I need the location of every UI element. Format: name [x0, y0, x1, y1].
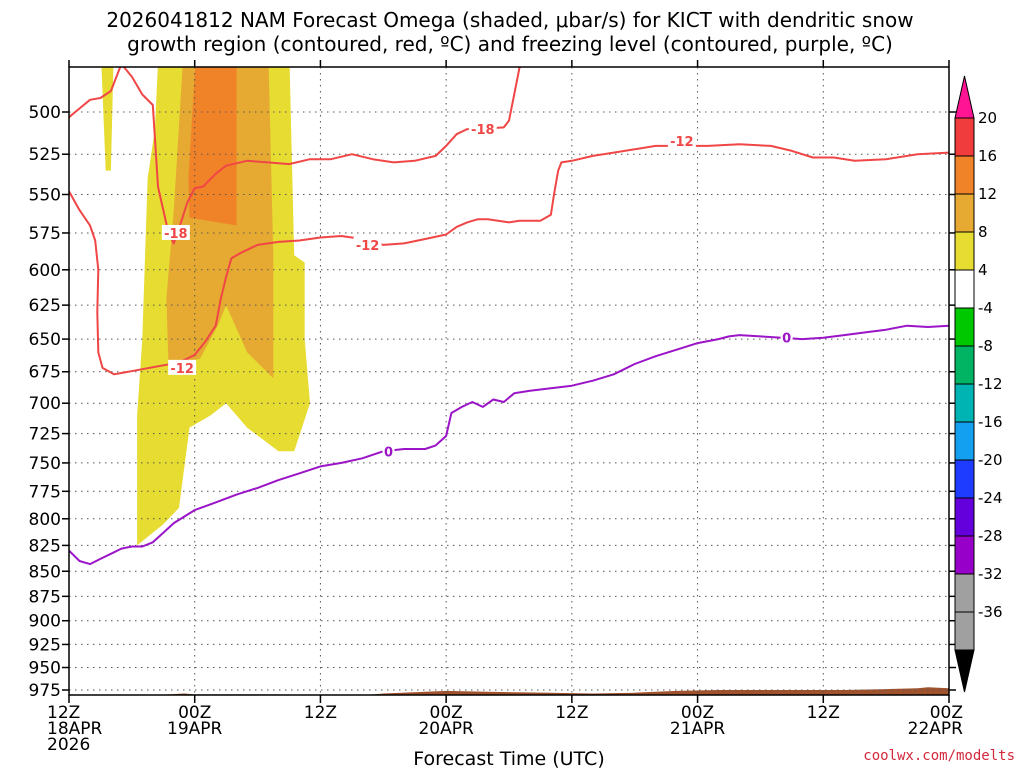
y-tick-label: 725: [29, 425, 61, 445]
x-tick-label: 00Z: [178, 703, 211, 723]
y-tick-label: 500: [29, 103, 61, 123]
colorbar-band: [954, 383, 975, 423]
omega-shading: [101, 67, 310, 546]
omega-region-0: [101, 67, 114, 171]
y-tick-label: 900: [29, 612, 61, 632]
contour-label-bg: [353, 236, 382, 252]
contour-label-bg: [780, 329, 793, 345]
colorbar-band: [954, 421, 975, 461]
contour-label: 0: [384, 445, 393, 460]
colorbar-label: -4: [978, 299, 993, 317]
x-tick-label: 12Z: [807, 703, 840, 723]
contour-label: -18: [471, 123, 495, 138]
ground-band: [69, 687, 949, 695]
colorbar-band: [954, 497, 975, 537]
colorbar-band: [954, 231, 975, 271]
x-axis-label: Forecast Time (UTC): [413, 748, 604, 768]
colorbar-label: 12: [978, 185, 997, 203]
x-tick-label: 19APR: [167, 719, 223, 739]
contour-label: -18: [164, 227, 188, 242]
colorbar-label: -16: [978, 413, 1003, 431]
colorbar-band: [954, 155, 975, 195]
contour-label: 0: [782, 332, 791, 347]
contour-label: -12: [670, 135, 694, 150]
colorbar-band: [954, 193, 975, 233]
y-tick-label: 975: [29, 681, 61, 701]
colorbar-label: -28: [978, 527, 1003, 545]
x-tick-label: 00Z: [930, 703, 963, 723]
colorbar-label: 8: [978, 223, 988, 241]
contour-line-2: [69, 324, 949, 566]
ground-layer: [69, 687, 949, 695]
colorbar-band: [954, 573, 975, 613]
y-tick-label: 925: [29, 635, 61, 655]
y-tick-label: 650: [29, 330, 61, 350]
colorbar-band: [954, 117, 975, 157]
colorbar-band: [954, 269, 975, 309]
contour-line-0: [69, 67, 522, 245]
x-tick-label: 12Z: [304, 703, 337, 723]
colorbar-band: [954, 345, 975, 385]
contour-label-bg: [382, 443, 395, 459]
y-tick-label: 700: [29, 394, 61, 414]
credit-text: coolwx.com/modelts: [863, 748, 1015, 764]
x-tick-label: 12Z: [555, 703, 588, 723]
y-tick-label: 550: [29, 185, 61, 205]
chart-title-line1: 2026041812 NAM Forecast Omega (shaded, μ…: [106, 8, 913, 32]
x-tick-label: 18APR: [47, 719, 103, 739]
colorbar-label: 4: [978, 261, 988, 279]
contour-label-bg: [161, 224, 190, 240]
y-tick-label: 950: [29, 659, 61, 679]
x-tick-label: 21APR: [670, 719, 726, 739]
colorbar-band: [954, 535, 975, 575]
y-tick-label: 575: [29, 224, 61, 244]
colorbar-band: [954, 459, 975, 499]
colorbar-label: -36: [978, 603, 1003, 621]
contour-label-bg: [168, 359, 197, 375]
chart-title-line2: growth region (contoured, red, ºC) and f…: [127, 32, 893, 56]
colorbar-label: -32: [978, 565, 1003, 583]
plot-frame: [68, 66, 950, 696]
x-tick-label: 20APR: [418, 719, 474, 739]
colorbar-band: [954, 307, 975, 347]
y-tick-label: 600: [29, 261, 61, 281]
y-tick-label: 625: [29, 296, 61, 316]
contour-label: -12: [170, 362, 194, 377]
contour-labels: -18 -18 -12 -12 -12 0 0: [161, 121, 793, 460]
colorbar-label: -12: [978, 375, 1003, 393]
colorbar-top-arrow: [954, 75, 975, 119]
y-tick-label: 825: [29, 536, 61, 556]
contour-label: -12: [356, 239, 380, 254]
y-tick-label: 750: [29, 454, 61, 474]
colorbar: 20 16 12 8 4 -4 -8 -12 -16 -20 -24 -28 -32 -36: [954, 75, 1003, 693]
contour-label-bg: [667, 132, 696, 148]
colorbar-label: 16: [978, 147, 997, 165]
y-tick-label: 875: [29, 587, 61, 607]
y-tick-label: 775: [29, 482, 61, 502]
x-tick-label: 12Z: [47, 703, 80, 723]
y-axis: 500 525 550 575 600 625 650 675 700 725 750 775 800 8…: [29, 103, 956, 701]
x-tick-label: 00Z: [681, 703, 714, 723]
y-tick-label: 525: [29, 145, 61, 165]
contour-line-1: [69, 143, 949, 376]
omega-region-3: [188, 67, 237, 226]
x-tick-label: 22APR: [908, 719, 964, 739]
contour-label-bg: [468, 121, 497, 137]
contour-lines: [69, 67, 949, 566]
colorbar-label: -20: [978, 451, 1003, 469]
colorbar-band: [954, 611, 975, 651]
y-tick-label: 675: [29, 363, 61, 383]
grid-lines: [69, 67, 949, 695]
plot-area: -18 -18 -12 -12 -12 0 0: [68, 66, 950, 696]
colorbar-label: -24: [978, 489, 1003, 507]
colorbar-label: 20: [978, 109, 997, 127]
x-tick-label: 2026: [47, 735, 90, 755]
y-tick-label: 850: [29, 562, 61, 582]
colorbar-label: -8: [978, 337, 993, 355]
x-tick-label: 00Z: [430, 703, 463, 723]
colorbar-bottom-arrow: [954, 649, 975, 693]
y-tick-label: 800: [29, 510, 61, 530]
